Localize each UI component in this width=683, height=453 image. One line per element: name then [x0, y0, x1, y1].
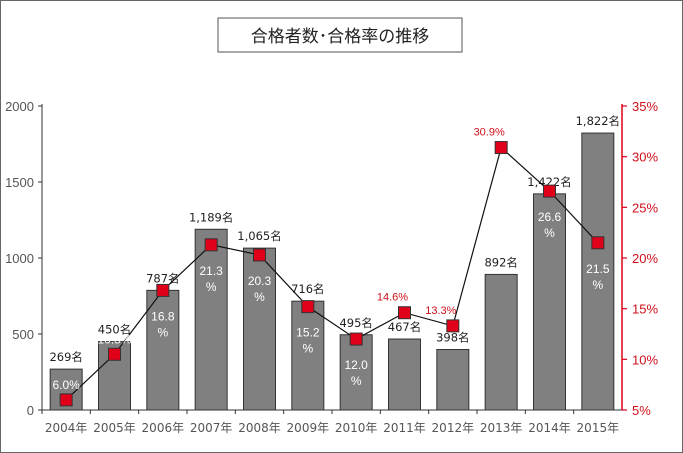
rate-value-label: 14.6% [377, 292, 408, 304]
rate-marker [59, 393, 73, 407]
rate-marker [156, 283, 170, 297]
left-tick-label: 0 [27, 403, 34, 418]
right-tick-label: 20% [632, 251, 658, 266]
left-tick-label: 1500 [5, 175, 34, 190]
rate-value-label: 21.5% [586, 262, 610, 292]
rate-line [65, 146, 599, 401]
rate-value-label: 26.6% [538, 210, 562, 240]
right-tick-label: 25% [632, 200, 658, 215]
right-tick-label: 15% [632, 302, 658, 317]
rate-marker [204, 238, 218, 252]
bar [484, 273, 518, 411]
rate-value-label: 16.8% [151, 309, 175, 339]
left-tick-label: 500 [12, 327, 34, 342]
bar [388, 338, 421, 411]
x-tick-label: 2015年 [577, 421, 620, 435]
rate-value-label: 20.3% [248, 274, 272, 304]
bar-value-label: 1,189名 [189, 210, 233, 224]
rate-marker [253, 248, 266, 262]
x-tick-label: 2005年 [93, 421, 136, 435]
x-tick-label: 2009年 [287, 421, 330, 435]
rate-marker [446, 319, 460, 333]
rate-value-label: 6.0% [52, 378, 80, 392]
bar [339, 334, 373, 411]
bar [533, 193, 566, 411]
x-tick-label: 2004年 [45, 421, 88, 435]
x-tick-label: 2006年 [142, 421, 185, 435]
bar-value-label: 450名 [98, 323, 131, 337]
x-tick-label: 2014年 [528, 421, 571, 435]
left-tick-label: 2000 [5, 99, 34, 114]
x-tick-label: 2013年 [480, 421, 523, 435]
bar [146, 289, 180, 411]
rate-marker [108, 347, 121, 361]
right-tick-label: 10% [632, 352, 658, 367]
right-tick-label: 30% [632, 150, 658, 165]
x-tick-label: 2012年 [432, 421, 475, 435]
x-tick-label: 2011年 [383, 421, 426, 435]
bar-value-label: 892名 [484, 255, 517, 269]
rate-value-label: 10.5% [97, 332, 131, 346]
bar [291, 300, 325, 411]
bar-value-label: 269名 [49, 350, 82, 364]
bar-value-label: 787名 [146, 271, 179, 285]
left-tick-label: 1000 [5, 251, 34, 266]
rate-value-label: 13.3% [425, 305, 456, 317]
bar-value-label: 1,065名 [237, 229, 281, 243]
rate-marker [301, 300, 315, 314]
rate-marker [591, 236, 605, 250]
x-tick-label: 2010年 [335, 421, 378, 435]
bar-value-label: 1,822名 [576, 114, 620, 128]
bar-value-label: 495名 [339, 316, 372, 330]
bar [436, 349, 470, 411]
bar-value-label: 398名 [436, 331, 469, 345]
rate-marker [543, 184, 556, 198]
rate-marker [398, 306, 411, 320]
x-tick-label: 2008年 [238, 421, 281, 435]
x-tick-label: 2007年 [190, 421, 233, 435]
bar [581, 132, 615, 411]
bar-value-label: 1,422名 [527, 175, 571, 189]
right-tick-label: 5% [632, 403, 651, 418]
chart-title-box [217, 17, 463, 53]
bar [194, 228, 228, 411]
rate-value-label: 21.3% [199, 264, 223, 294]
rate-marker [494, 141, 508, 155]
rate-value-label: 12.0% [344, 358, 368, 388]
bar-value-label: 467名 [388, 320, 421, 334]
rate-marker [349, 332, 363, 346]
rate-value-label: 15.2% [296, 326, 320, 356]
rate-value-label: 30.9% [474, 127, 505, 139]
bar [243, 247, 276, 411]
chart-title: 合格者数･合格率の推移 [251, 27, 430, 47]
bar-value-label: 716名 [291, 282, 324, 296]
right-tick-label: 35% [632, 99, 658, 114]
